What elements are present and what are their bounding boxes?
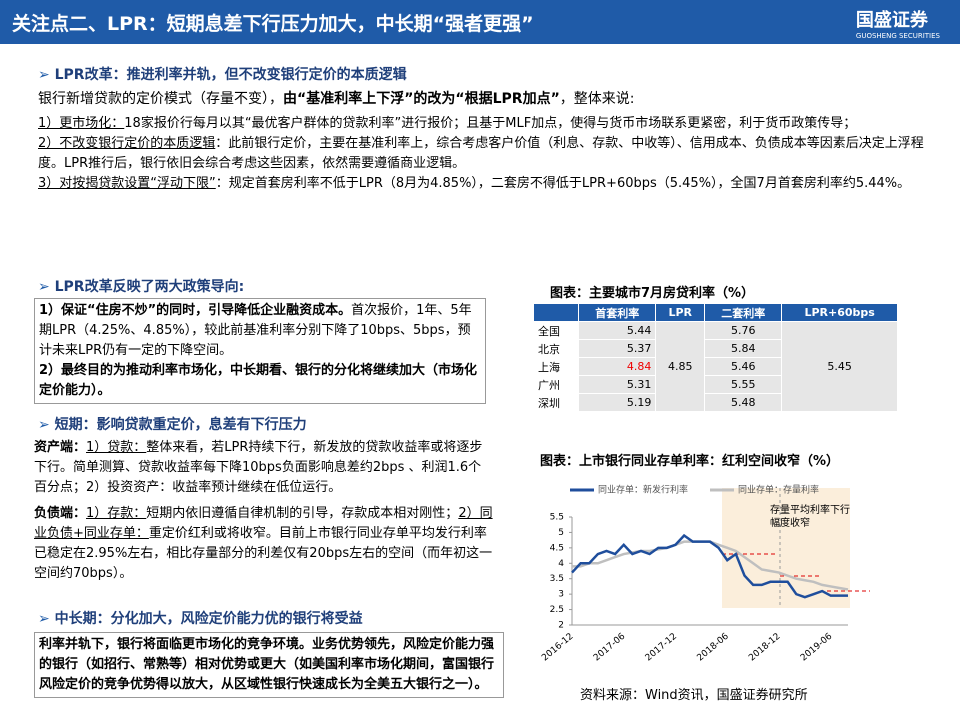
shade (722, 488, 850, 608)
city: 深圳 (532, 393, 580, 412)
logo: 国盛证券 GUOSHENG SECURITIES (856, 6, 940, 40)
heading: LPR改革：推进利率并轨，但不改变银行定价的本质逻辑 (38, 64, 407, 84)
y-tick-label: 4 (558, 559, 564, 569)
rate-table: 首套利率 LPR 二套利率 LPR+60bps 全国 5.44 4.85 5.76 5.45 … (532, 303, 898, 412)
item: 3）对按揭贷款设置“浮动下限”：规定首套房利率不低于LPR（8月为4.85%），… (38, 174, 938, 194)
row: 首套利率 LPR 二套利率 LPR+60bps (532, 303, 898, 322)
text: 1）存款： (86, 506, 147, 521)
text: ：规定首套房利率不低于LPR（8月为4.85%），二套房不得低于LPR+60bp… (215, 176, 911, 191)
heading: 中长期：分化加大，风险定价能力优的银行将受益 (38, 608, 363, 628)
row: 全国 5.44 4.85 5.76 5.45 (532, 321, 898, 412)
para: 负债端：1）存款：短期内依旧遵循自律机制的引导，存款成本相对刚性；2）同业负债+… (34, 504, 494, 584)
para: 资产端：1）贷款：整体来看，若LPR持续下行，新发放的贷款收益率或将逐步下行。简… (34, 438, 494, 498)
x-tick-label: 2016-12 (540, 632, 575, 664)
cell: 5.31 (578, 375, 657, 394)
logo-name: 国盛证券 (855, 10, 928, 31)
city: 上海 (532, 357, 580, 376)
text: 重定价红利或将收窄。目前上市银行同业存单平均发行利率已稳定在2.95%左右，相比… (34, 526, 493, 581)
y-tick-label: 4.5 (550, 543, 564, 553)
y-tick-label: 2.5 (550, 605, 564, 615)
th: LPR (655, 303, 706, 322)
text: 资产端： (34, 440, 87, 455)
text: 2）同业负债+同业存单： (34, 506, 493, 541)
logo-sub: GUOSHENG SECURITIES (855, 32, 940, 40)
items: 1）更市场化：18家报价行每月以其“最优客户群体的贷款利率”进行报价；且基于ML… (38, 114, 938, 194)
cell: 5.46 (704, 357, 783, 376)
cell: 5.37 (578, 339, 657, 358)
cell: 4.85 (655, 321, 706, 412)
header: 关注点二、LPR：短期息差下行压力加大，中长期“强者更强” 国盛证券 GUOSH… (0, 0, 960, 44)
x-tick-label: 2018-12 (747, 632, 782, 664)
row: 深圳 5.19 5.48 (532, 393, 898, 412)
x-tick-label: 2019-06 (799, 631, 834, 663)
y-tick-label: 5 (558, 528, 564, 538)
intro: 银行新增贷款的定价模式（存量不变），由“基准利率上下浮”的改为“根据LPR加点”… (38, 88, 938, 108)
item: 2）不改变银行定价的本质逻辑：此前银行定价，主要在基准利率上，综合考虑客户价值（… (38, 134, 938, 174)
cell: 5.48 (704, 393, 783, 412)
cell: 4.84 (578, 357, 657, 376)
text: 短期内依旧遵循自律机制的引导，存款成本相对刚性； (146, 506, 459, 521)
text: 由“基准利率上下浮”的改为“根据LPR加点” (283, 91, 560, 107)
text: 整体来看，若LPR持续下行，新发放的贷款收益率或将逐步下行。简单测算、贷款收益率… (34, 440, 483, 495)
text: 银行新增贷款的定价模式（存量不变）， (38, 91, 283, 107)
text: 3）对按揭贷款设置“浮动下限” (38, 176, 216, 191)
cell: 5.76 (704, 321, 783, 340)
legend-label: 同业存单：存量利率 (738, 484, 819, 496)
x-tick-label: 2017-12 (644, 632, 679, 664)
text: 首次报价，1年、5年期LPR（4.25%、4.85%），较此前基准利率分别下降了… (39, 303, 472, 358)
text: ，整体来说: (559, 91, 635, 107)
corner (532, 303, 580, 322)
heading: LPR改革反映了两大政策导向: (38, 276, 245, 296)
cell: 5.55 (704, 375, 783, 394)
th: 二套利率 (704, 303, 783, 322)
policy-box: 1）保证“住房不炒”的同时，引导降低企业融资成本。首次报价，1年、5年期LPR（… (34, 298, 486, 404)
text: 18家报价行每月以其“最优客户群体的贷款利率”进行报价；且基于MLF加点，使得与… (124, 116, 857, 131)
chart-title: 图表：上市银行同业存单利率：红利空间收窄（%） (540, 454, 840, 469)
chart: 2 2.5 3 3.5 4 4.5 5 5.5 2016-12 2017-06 2017-12 201… (540, 484, 870, 664)
line (571, 533, 848, 599)
y-tick-label: 3.5 (550, 574, 564, 584)
cell: 5.84 (704, 339, 783, 358)
city: 全国 (532, 321, 580, 340)
long-term: 利率并轨下，银行将面临更市场化的竞争环境。业务优势领先，风险定价能力强的银行（如… (34, 632, 504, 698)
cell: 5.45 (781, 321, 898, 412)
text: 1）更市场化： (38, 116, 125, 131)
table-title: 图表：主要城市7月房贷利率（%） (550, 286, 755, 301)
short-term: 资产端：1）贷款：整体来看，若LPR持续下行，新发放的贷款收益率或将逐步下行。简… (34, 438, 494, 584)
legend-label: 同业存单：新发行利率 (598, 484, 688, 496)
text: 2）最终目的为推动利率市场化，中长期看、银行的分化将继续加大（市场化定价能力）。 (39, 363, 478, 398)
heading: 短期：影响贷款重定价，息差有下行压力 (38, 414, 307, 434)
th: 首套利率 (578, 303, 657, 322)
city: 北京 (532, 339, 580, 358)
cell: 5.44 (578, 321, 657, 340)
th: LPR+60bps (781, 303, 898, 322)
city: 广州 (532, 375, 580, 394)
source: 资料来源：Wind资讯，国盛证券研究所 (580, 688, 808, 703)
annotation: 存量平均利率下行幅度收窄 (770, 505, 850, 529)
y-tick-label: 2 (558, 621, 564, 631)
text: 1）贷款： (86, 440, 147, 455)
text: 1）保证“住房不炒”的同时，引导降低企业融资成本。 (39, 303, 352, 318)
y-tick-label: 5.5 (550, 513, 564, 523)
y-tick-label: 3 (558, 590, 564, 600)
text: 负债端： (34, 506, 87, 521)
x-tick-label: 2018-06 (696, 631, 731, 663)
text: 2）不改变银行定价的本质逻辑 (38, 136, 216, 151)
row: 上海 4.84 5.46 (532, 357, 898, 376)
row: 广州 5.31 5.55 (532, 375, 898, 394)
title: 关注点二、LPR：短期息差下行压力加大，中长期“强者更强” (12, 13, 534, 35)
cell: 5.19 (578, 393, 657, 412)
text: ：此前银行定价，主要在基准利率上，综合考虑客户价值（利息、存款、中收等）、信用成… (38, 136, 924, 171)
item: 1）更市场化：18家报价行每月以其“最优客户群体的贷款利率”进行报价；且基于ML… (38, 114, 938, 134)
x-tick-label: 2017-06 (592, 631, 627, 663)
